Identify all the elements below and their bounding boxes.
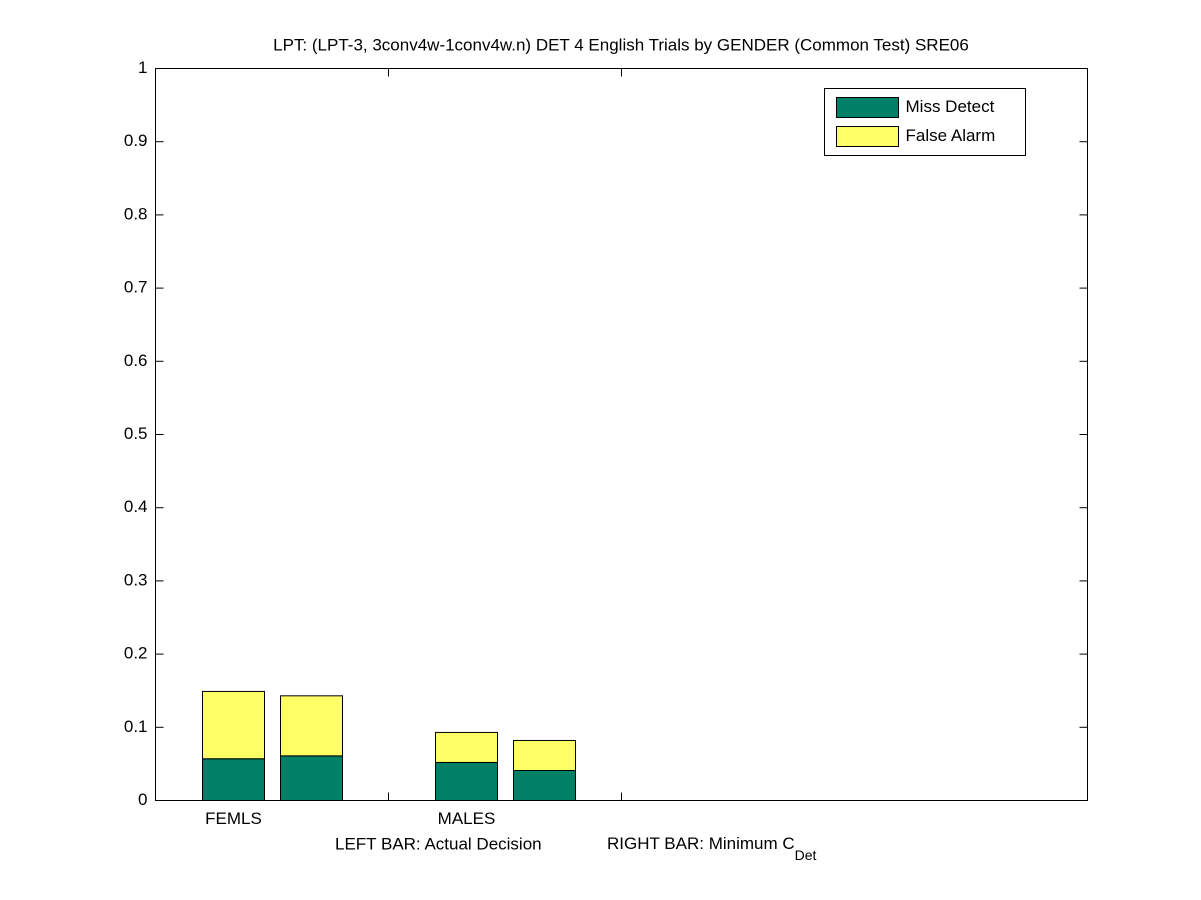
y-tick-label: 0.5 [124, 424, 148, 443]
y-tick-label: 0 [138, 790, 147, 809]
bar-segment [280, 755, 343, 802]
bar-segment [202, 690, 265, 760]
legend-swatch [836, 126, 899, 147]
bar-segment [513, 769, 576, 801]
y-tick-label: 1 [138, 58, 147, 77]
x-label-subscript: Det [795, 847, 817, 863]
y-tick-label: 0.3 [124, 570, 148, 589]
bar-segment [202, 758, 265, 801]
legend-label: Miss Detect [906, 97, 995, 116]
y-tick-label: 0.7 [124, 278, 148, 297]
y-tick-label: 0.2 [124, 644, 148, 663]
y-tick-label: 0.6 [124, 351, 148, 370]
chart-title: LPT: (LPT-3, 3conv4w-1conv4w.n) DET 4 En… [273, 35, 969, 54]
x-label-left: LEFT BAR: Actual Decision [335, 834, 542, 853]
bar-segment [435, 731, 498, 763]
x-label-right: RIGHT BAR: Minimum CDet [607, 834, 817, 862]
y-tick-label: 0.8 [124, 204, 148, 223]
bar-segment [513, 739, 576, 771]
bar-segment [435, 761, 498, 801]
legend-label: False Alarm [906, 126, 996, 145]
legend-swatch [836, 97, 899, 118]
y-tick-label: 0.9 [124, 131, 148, 150]
y-tick-label: 0.4 [124, 497, 148, 516]
x-tick-label: FEMLS [205, 809, 262, 828]
bar-segment [280, 695, 343, 757]
x-label-right-main: RIGHT BAR: Minimum C [607, 834, 795, 853]
x-tick-label: MALES [438, 809, 496, 828]
y-tick-label: 0.1 [124, 717, 148, 736]
